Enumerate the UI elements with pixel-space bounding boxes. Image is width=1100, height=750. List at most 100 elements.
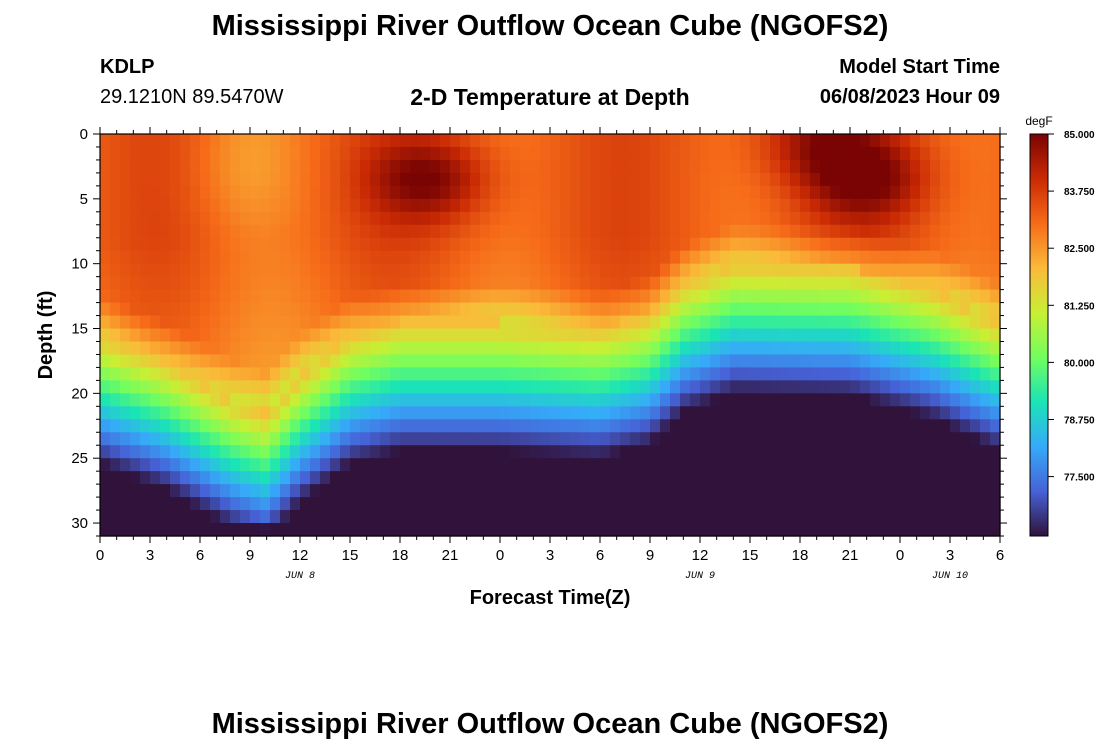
colorbar-tick-label: 83.750 — [1064, 187, 1095, 198]
heatmap-cell — [950, 198, 961, 213]
heatmap-cell — [130, 367, 141, 381]
heatmap-cell — [260, 146, 271, 161]
heatmap-cell — [340, 134, 351, 148]
heatmap-cell — [740, 341, 751, 356]
heatmap-cell — [300, 328, 311, 343]
heatmap-cell — [840, 419, 851, 433]
heatmap-cell — [500, 250, 511, 265]
heatmap-cell — [560, 328, 571, 343]
heatmap-cell — [830, 237, 841, 252]
heatmap-cell — [570, 134, 581, 148]
heatmap-cell — [890, 328, 901, 343]
heatmap-cell — [500, 315, 511, 330]
heatmap-cell — [250, 393, 261, 407]
heatmap-cell — [600, 406, 611, 420]
heatmap-cell — [750, 432, 761, 446]
heatmap-cell — [670, 380, 681, 394]
heatmap-cell — [570, 250, 581, 265]
heatmap-cell — [970, 484, 981, 498]
heatmap-cell — [640, 523, 651, 537]
heatmap-cell — [520, 445, 531, 459]
heatmap-cell — [580, 159, 591, 174]
heatmap-cell — [850, 393, 861, 407]
heatmap-cell — [330, 341, 341, 356]
heatmap-cell — [410, 354, 421, 369]
heatmap-cell — [880, 134, 891, 148]
heatmap-cell — [950, 237, 961, 252]
heatmap-cell — [490, 380, 501, 394]
heatmap-cell — [830, 315, 841, 330]
heatmap-cell — [400, 419, 411, 433]
heatmap-cell — [130, 432, 141, 446]
heatmap-cell — [220, 497, 231, 511]
heatmap-cell — [660, 393, 671, 407]
heatmap-cell — [480, 172, 491, 187]
heatmap-cell — [410, 172, 421, 187]
heatmap-cell — [140, 497, 151, 511]
heatmap-cell — [250, 159, 261, 174]
heatmap-cell — [790, 406, 801, 420]
heatmap-cell — [790, 380, 801, 394]
heatmap-cell — [800, 380, 811, 394]
heatmap-cell — [960, 432, 971, 446]
heatmap-cell — [280, 406, 291, 420]
heatmap-cell — [200, 276, 211, 291]
heatmap-cell — [300, 458, 311, 472]
heatmap-cell — [340, 458, 351, 472]
axis-labels: 0 3 6 9 12 15 18 21 0 3 6 9 12 15 18 21 0 3 6051015202530J… — [71, 126, 1004, 582]
heatmap-cell — [750, 134, 761, 148]
heatmap-cell — [950, 211, 961, 226]
heatmap-cell — [220, 432, 231, 446]
heatmap-cell — [620, 367, 631, 381]
heatmap-cell — [220, 380, 231, 394]
heatmap-cell — [630, 276, 641, 291]
heatmap-cell — [780, 419, 791, 433]
heatmap-cell — [130, 224, 141, 239]
heatmap-cell — [650, 146, 661, 161]
heatmap-cell — [790, 315, 801, 330]
heatmap-cell — [530, 211, 541, 226]
heatmap-cell — [170, 393, 181, 407]
heatmap-cell — [100, 380, 111, 394]
heatmap-cell — [490, 146, 501, 161]
heatmap-cell — [170, 432, 181, 446]
heatmap-cell — [500, 484, 511, 498]
heatmap-cell — [960, 458, 971, 472]
heatmap-cell — [670, 484, 681, 498]
heatmap-cell — [360, 419, 371, 433]
heatmap-cell — [180, 380, 191, 394]
heatmap-cell — [520, 367, 531, 381]
heatmap-cell — [250, 185, 261, 200]
heatmap-cell — [700, 393, 711, 407]
heatmap-cell — [840, 523, 851, 537]
heatmap-cell — [610, 211, 621, 226]
heatmap-cell — [700, 276, 711, 291]
x-tick-label: 3 — [546, 547, 554, 564]
heatmap-cell — [800, 289, 811, 304]
heatmap-cell — [720, 159, 731, 174]
heatmap-cell — [640, 224, 651, 239]
heatmap-cell — [630, 211, 641, 226]
heatmap-cell — [960, 237, 971, 252]
heatmap-cell — [950, 458, 961, 472]
heatmap-cell — [180, 185, 191, 200]
heatmap-cell — [680, 134, 691, 148]
heatmap-cell — [970, 328, 981, 343]
heatmap-cell — [190, 367, 201, 381]
heatmap-cell — [230, 134, 241, 148]
heatmap-cell — [290, 159, 301, 174]
heatmap-cell — [370, 510, 381, 524]
heatmap-cell — [300, 134, 311, 148]
colorbar-tick-label: 81.250 — [1064, 301, 1095, 312]
heatmap-cell — [240, 445, 251, 459]
heatmap-cell — [240, 367, 251, 381]
heatmap-cell — [790, 263, 801, 278]
heatmap-cell — [750, 146, 761, 161]
heatmap-cell — [890, 263, 901, 278]
heatmap-cell — [930, 432, 941, 446]
heatmap-cell — [870, 146, 881, 161]
heatmap-cell — [250, 484, 261, 498]
heatmap-cell — [420, 471, 431, 485]
heatmap-cell — [670, 172, 681, 187]
heatmap-cell — [300, 341, 311, 356]
